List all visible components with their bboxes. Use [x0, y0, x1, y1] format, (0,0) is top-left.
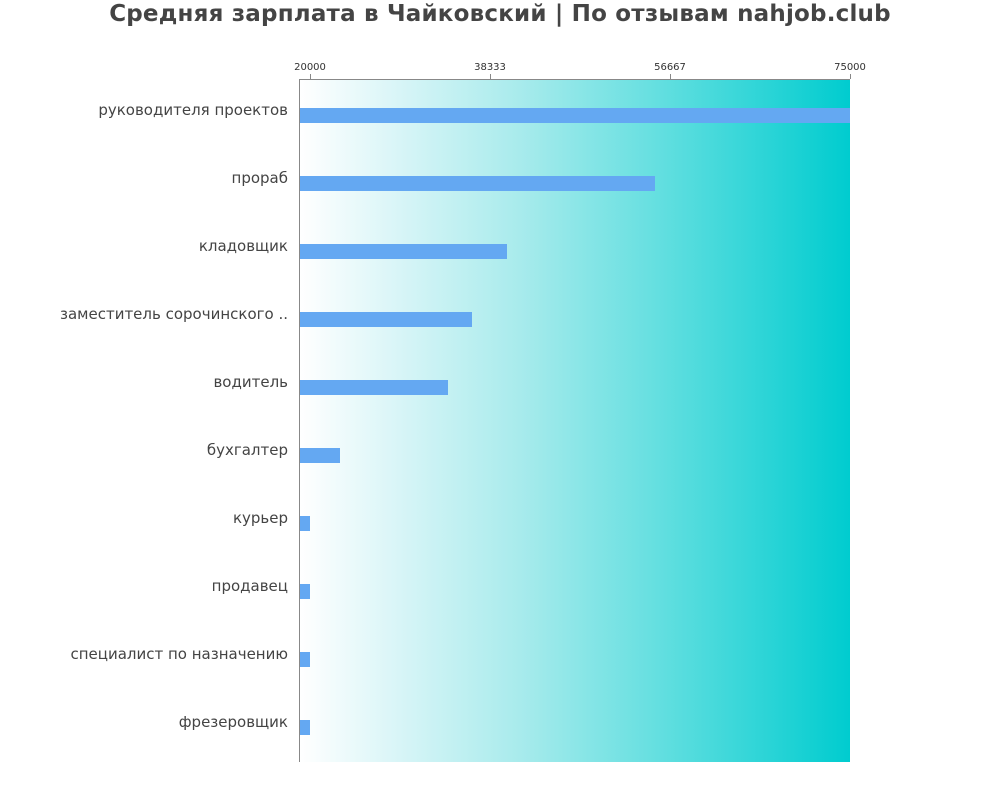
- category-label: бухгалтер: [206, 441, 288, 459]
- category-label: прораб: [231, 169, 288, 187]
- category-label: заместитель сорочинского ..: [60, 305, 288, 323]
- chart-title: Средняя зарплата в Чайковский | По отзыв…: [109, 1, 891, 27]
- category-label: специалист по назначению: [70, 645, 288, 663]
- bar: [300, 652, 310, 667]
- bar: [300, 244, 507, 259]
- x-tick: [310, 74, 311, 79]
- category-label: водитель: [213, 373, 288, 391]
- bar: [300, 380, 448, 395]
- bar: [300, 516, 310, 531]
- x-tick-label: 56667: [654, 62, 686, 73]
- x-axis-line: [300, 79, 850, 80]
- bar: [300, 108, 850, 123]
- x-tick: [490, 74, 491, 79]
- bar: [300, 176, 655, 191]
- y-axis-line: [299, 79, 300, 762]
- x-tick-label: 20000: [294, 62, 326, 73]
- bar: [300, 584, 310, 599]
- x-tick-label: 75000: [834, 62, 866, 73]
- x-tick: [850, 74, 851, 79]
- category-label: курьер: [232, 509, 288, 527]
- category-label: продавец: [211, 577, 288, 595]
- plot-area: [300, 80, 850, 762]
- bar: [300, 720, 310, 735]
- x-tick: [670, 74, 671, 79]
- bar: [300, 312, 472, 327]
- x-tick-label: 38333: [474, 62, 506, 73]
- category-label: кладовщик: [198, 237, 288, 255]
- category-label: фрезеровщик: [178, 713, 288, 731]
- category-label: руководителя проектов: [98, 101, 288, 119]
- bar: [300, 448, 340, 463]
